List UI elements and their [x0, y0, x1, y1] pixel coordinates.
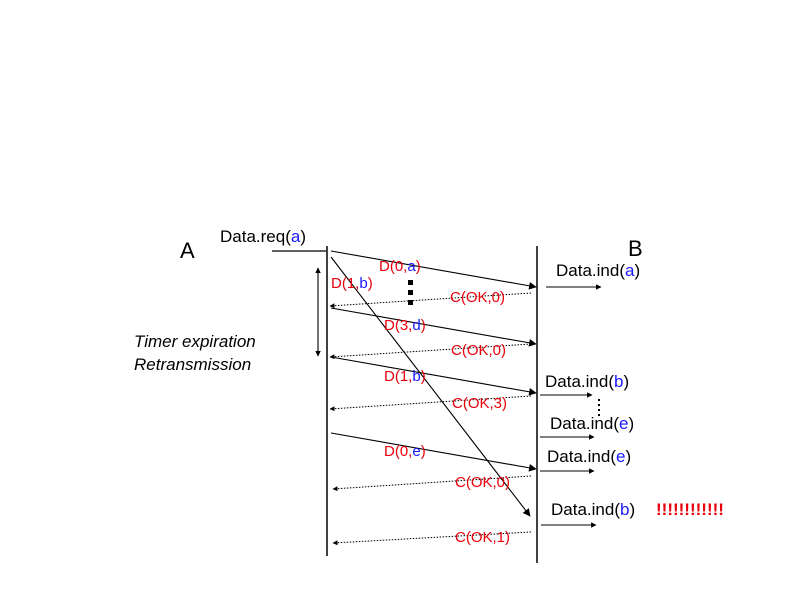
- timer-note-line1: Timer expiration: [134, 332, 256, 351]
- data-ind-e1-label: Data.ind(e): [550, 414, 634, 433]
- frame-d0e-arrow: [330, 432, 537, 472]
- data-ind-a-label: Data.ind(a): [556, 261, 640, 280]
- data-ind-b2-label: Data.ind(b): [551, 500, 635, 519]
- frame-d1b-retx-arrow: [330, 356, 537, 396]
- timer-note-line2: Retransmission: [134, 355, 251, 374]
- frame-d3d-arrow: [330, 307, 537, 347]
- data-ind-e2-label: Data.ind(e): [547, 447, 631, 466]
- ack-c1-label: C(OK,0): [450, 289, 505, 306]
- gap-dot-2: [408, 290, 413, 295]
- ack-c2-arrow: [329, 343, 532, 360]
- entity-a-label: A: [180, 238, 195, 263]
- ack-c4-label: C(OK,0): [455, 474, 510, 491]
- entity-b-label: B: [628, 236, 643, 261]
- duplicate-alarm: !!!!!!!!!!!!: [656, 500, 724, 519]
- frame-d0a-label: D(0,a): [379, 258, 421, 275]
- frame-d1b-first-arrow: [330, 256, 531, 517]
- ack-c4-arrow: [332, 475, 532, 492]
- gap-dot-1: [408, 280, 413, 285]
- data-ind-b1-label: Data.ind(b): [545, 372, 629, 391]
- gap-dot-3: [408, 300, 413, 305]
- ack-c3-arrow: [329, 395, 532, 412]
- frame-d1b-retx-label: D(1,b): [384, 368, 426, 385]
- frame-d0e-label: D(0,e): [384, 443, 426, 460]
- ack-c1-arrow: [329, 292, 532, 309]
- ack-c3-label: C(OK,3): [452, 395, 507, 412]
- ack-c2-label: C(OK,0): [451, 342, 506, 359]
- ack-c5-arrow: [332, 531, 532, 546]
- frame-d0a-arrow: [330, 250, 537, 290]
- ack-c5-label: C(OK,1): [455, 529, 510, 546]
- frame-d3d-label: D(3,d): [384, 317, 426, 334]
- data-req-label: Data.req(a): [220, 227, 306, 246]
- frame-d1b-first-label: D(1,b): [331, 275, 373, 292]
